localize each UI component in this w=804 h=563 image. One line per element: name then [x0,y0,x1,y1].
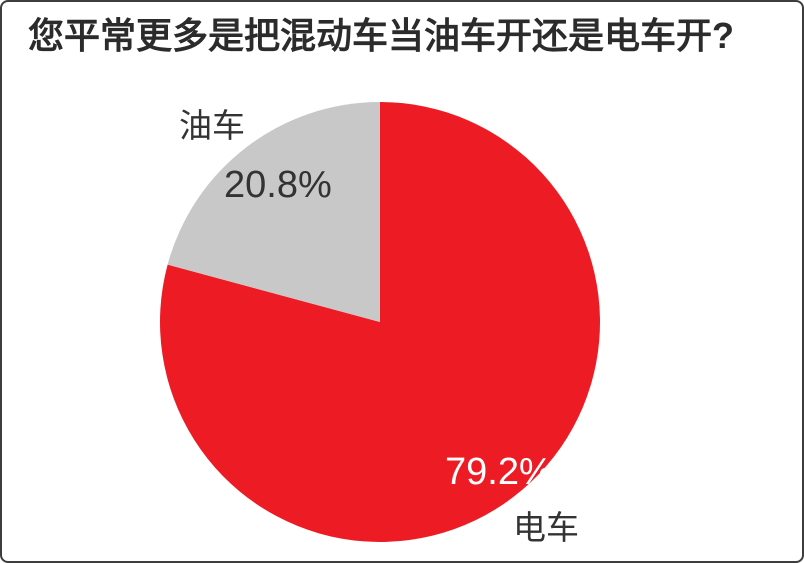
chart-title: 您平常更多是把混动车当油车开还是电车开? [28,15,734,56]
slice-label-youche: 油车 [179,107,245,144]
slice-label-dianche: 电车 [513,509,579,546]
slice-value-youche: 20.8% [224,164,332,206]
pie-slice-1 [167,102,380,322]
slice-value-dianche: 79.2% [445,451,553,493]
pie-slice-0 [160,102,601,543]
